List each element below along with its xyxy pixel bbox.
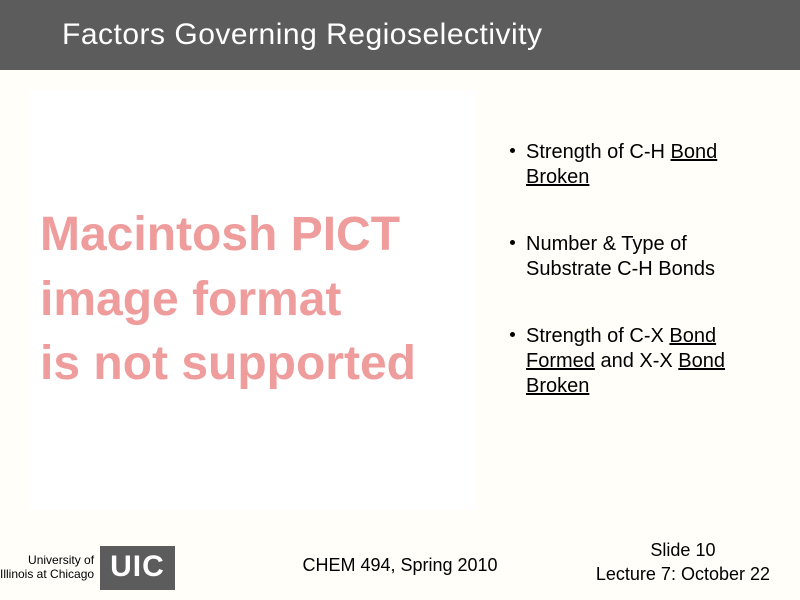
lecture-label: Lecture 7: October 22 (596, 563, 770, 586)
slide: Factors Governing Regioselectivity Macin… (0, 0, 800, 600)
uic-badge: UIC (100, 546, 175, 590)
bullet-text: Strength of C-H (526, 141, 671, 163)
bullet-text: and X-X (595, 350, 678, 372)
pict-placeholder: Macintosh PICT image format is not suppo… (30, 90, 475, 510)
slide-info: Slide 10 Lecture 7: October 22 (596, 539, 770, 586)
university-line1: University of (0, 554, 94, 568)
university-line2: Illinois at Chicago (0, 568, 94, 582)
slide-number: 10 (695, 540, 715, 560)
title-bar: Factors Governing Regioselectivity (0, 0, 800, 70)
course-label: CHEM 494, Spring 2010 (302, 555, 497, 576)
footer: University of Illinois at Chicago UIC CH… (0, 530, 800, 600)
bullet-dot-icon (510, 148, 515, 153)
bullet-text: Number & Type of Substrate C-H Bonds (526, 233, 715, 280)
bullet-item: Strength of C-H Bond Broken (510, 140, 770, 190)
university-name: University of Illinois at Chicago (0, 554, 94, 582)
content-area: Macintosh PICT image format is not suppo… (0, 70, 800, 530)
bullet-text: Strength of C-X (526, 325, 669, 347)
bullet-item: Number & Type of Substrate C-H Bonds (510, 232, 770, 282)
bullet-list: Strength of C-H Bond Broken Number & Typ… (510, 140, 770, 399)
pict-line-2: image format (40, 268, 475, 333)
pict-line-1: Macintosh PICT (40, 203, 475, 268)
bullet-dot-icon (510, 332, 515, 337)
slide-number-line: Slide 10 (596, 539, 770, 562)
slide-title: Factors Governing Regioselectivity (62, 18, 543, 52)
bullet-dot-icon (510, 240, 515, 245)
bullet-item: Strength of C-X Bond Formed and X-X Bond… (510, 324, 770, 399)
slide-label: Slide (650, 540, 690, 560)
uic-block: University of Illinois at Chicago UIC (0, 546, 175, 590)
pict-line-3: is not supported (40, 332, 475, 397)
